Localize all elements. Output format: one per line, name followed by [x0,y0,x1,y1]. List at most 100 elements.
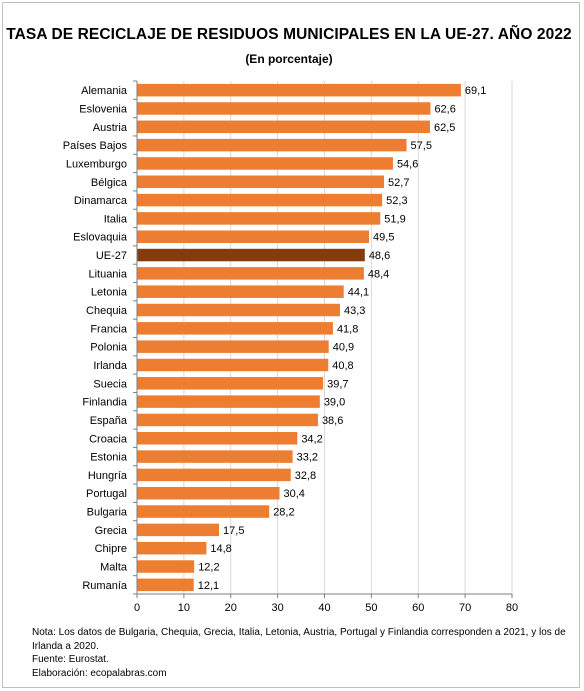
category-label: Portugal [86,488,127,500]
category-label: Eslovaquia [73,232,128,244]
bar [137,83,461,97]
value-label: 54,6 [397,158,418,170]
value-label: 44,1 [348,287,369,299]
value-label: 40,8 [332,360,353,372]
x-tick-label: 40 [318,602,330,614]
value-label: 38,6 [322,415,343,427]
value-label: 12,2 [198,562,219,574]
value-label: 28,2 [273,507,294,519]
bar [137,413,318,427]
value-label: 52,7 [388,177,409,189]
bar [137,578,194,592]
value-label: 69,1 [465,85,486,97]
bar [137,468,291,482]
value-label: 41,8 [337,323,358,335]
bar [137,193,383,207]
category-label: Irlanda [93,360,128,372]
category-label: Estonia [90,452,128,464]
category-label: Rumanía [82,580,128,592]
category-label: Luxemburgo [66,158,127,170]
category-label: Italia [104,213,128,225]
x-tick-label: 80 [506,602,518,614]
value-label: 33,2 [297,452,318,464]
category-label: Malta [100,562,128,574]
bar [137,377,324,390]
bar [137,230,370,243]
bar [137,358,329,372]
bar [137,212,381,225]
category-label: Lituania [88,268,127,280]
value-label: 52,3 [386,195,407,207]
bar [137,523,220,537]
value-label: 48,4 [368,268,389,280]
value-label: 49,5 [373,232,394,244]
bar [137,175,385,189]
value-label: 34,2 [301,433,322,445]
category-label: Finlandia [82,397,128,409]
x-tick-label: 50 [365,602,377,614]
credit-text: Elaboración: ecopalabras.com [32,667,167,679]
bar [137,285,344,298]
value-label: 62,5 [434,122,455,134]
chart-notes: Nota: Los datos de Bulgaria, Chequia, Gr… [32,626,572,680]
bar [137,450,293,463]
category-label: Suecia [93,378,128,390]
x-tick-label: 70 [459,602,471,614]
value-label: 30,4 [284,488,305,500]
value-label: 17,5 [223,525,244,537]
bar [137,560,195,573]
category-label: Polonia [90,342,128,354]
bar [137,486,280,500]
value-label: 39,0 [324,397,345,409]
value-label: 32,8 [295,470,316,482]
category-label: Hungría [88,470,128,482]
category-label: Bélgica [91,177,128,189]
value-label: 62,6 [434,103,455,115]
category-label: Bulgaria [87,507,128,519]
bar [137,340,329,353]
bar [137,303,340,317]
category-label: Chequia [86,305,128,317]
chart-title: TASA DE RECICLAJE DE RESIDUOS MUNICIPALE… [6,26,572,43]
category-label: Chipre [95,543,127,555]
value-label: 39,7 [327,378,348,390]
category-label: Eslovenia [79,103,128,115]
value-label: 40,9 [333,342,354,354]
category-label: Grecia [95,525,128,537]
x-tick-label: 20 [225,602,237,614]
bar [137,395,320,408]
bar [137,541,207,555]
value-label: 12,1 [198,580,219,592]
category-label: Alemania [81,85,128,97]
note-text: Nota: Los datos de Bulgaria, Chequia, Gr… [32,627,566,652]
value-label: 14,8 [210,543,231,555]
category-label: Austria [93,122,128,134]
source-text: Fuente: Eurostat. [32,654,109,665]
x-tick-label: 60 [412,602,424,614]
bar [137,157,393,170]
bar [137,505,270,518]
chart-subtitle: (En porcentaje) [245,52,333,66]
bar [137,120,430,134]
category-label: Países Bajos [63,140,128,152]
category-label: España [90,415,128,427]
category-label: Letonia [91,287,128,299]
bar [137,248,365,262]
category-label: Francia [90,323,128,335]
x-tick-label: 0 [134,602,140,614]
category-label: Dinamarca [74,195,128,207]
bar [137,432,298,445]
value-label: 57,5 [411,140,432,152]
bar [137,102,431,115]
value-label: 51,9 [384,213,405,225]
x-tick-label: 10 [178,602,190,614]
value-label: 48,6 [369,250,390,262]
bar [137,267,364,280]
category-label: Croacia [89,433,128,445]
bar [137,138,407,152]
value-label: 43,3 [344,305,365,317]
category-label: UE-27 [96,250,127,262]
x-tick-label: 30 [272,602,284,614]
bar [137,322,333,335]
